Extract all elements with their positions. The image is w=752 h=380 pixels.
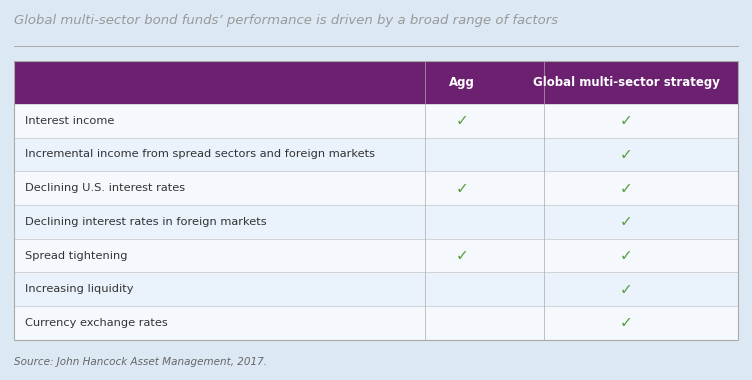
Text: Increasing liquidity: Increasing liquidity bbox=[25, 284, 134, 294]
Text: Currency exchange rates: Currency exchange rates bbox=[25, 318, 168, 328]
Text: Agg: Agg bbox=[449, 76, 475, 89]
Text: Global multi-sector bond funds’ performance is driven by a broad range of factor: Global multi-sector bond funds’ performa… bbox=[14, 14, 558, 27]
Text: Global multi-sector strategy: Global multi-sector strategy bbox=[532, 76, 720, 89]
Text: ✓: ✓ bbox=[456, 113, 468, 128]
FancyBboxPatch shape bbox=[14, 205, 738, 239]
Text: ✓: ✓ bbox=[456, 248, 468, 263]
FancyBboxPatch shape bbox=[14, 272, 738, 306]
Text: ✓: ✓ bbox=[620, 113, 632, 128]
Text: ✓: ✓ bbox=[620, 214, 632, 229]
Text: Source: John Hancock Asset Management, 2017.: Source: John Hancock Asset Management, 2… bbox=[14, 356, 267, 367]
Text: ✓: ✓ bbox=[620, 282, 632, 297]
FancyBboxPatch shape bbox=[14, 61, 738, 104]
Text: Declining interest rates in foreign markets: Declining interest rates in foreign mark… bbox=[25, 217, 267, 227]
Text: ✓: ✓ bbox=[620, 315, 632, 331]
FancyBboxPatch shape bbox=[14, 171, 738, 205]
Text: Spread tightening: Spread tightening bbox=[25, 250, 128, 261]
Text: Interest income: Interest income bbox=[25, 116, 114, 126]
Text: ✓: ✓ bbox=[620, 180, 632, 196]
Text: ✓: ✓ bbox=[620, 147, 632, 162]
FancyBboxPatch shape bbox=[14, 306, 738, 340]
Text: ✓: ✓ bbox=[620, 248, 632, 263]
FancyBboxPatch shape bbox=[14, 104, 738, 138]
Text: Incremental income from spread sectors and foreign markets: Incremental income from spread sectors a… bbox=[25, 149, 375, 160]
FancyBboxPatch shape bbox=[14, 138, 738, 171]
Text: Declining U.S. interest rates: Declining U.S. interest rates bbox=[25, 183, 185, 193]
FancyBboxPatch shape bbox=[14, 239, 738, 272]
Text: ✓: ✓ bbox=[456, 180, 468, 196]
